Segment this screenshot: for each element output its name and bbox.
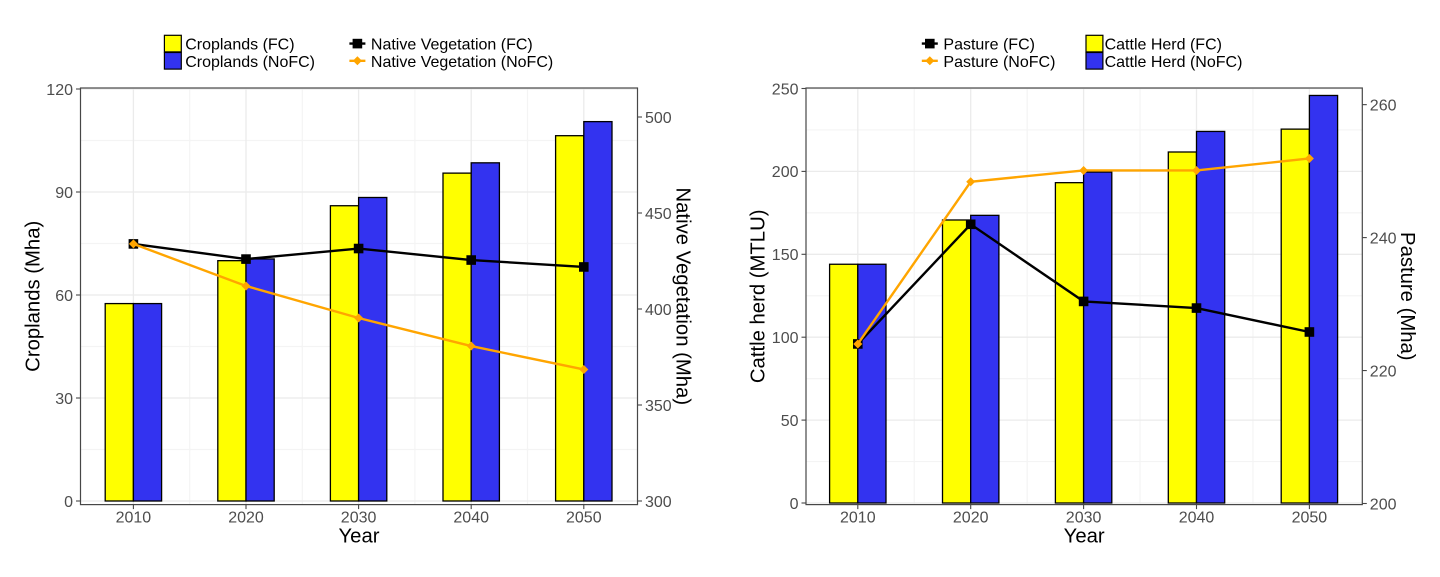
- svg-text:Cattle Herd (FC): Cattle Herd (FC): [1105, 37, 1222, 54]
- svg-text:Pasture (FC): Pasture (FC): [943, 37, 1035, 54]
- svg-text:Native Vegetation (Mha): Native Vegetation (Mha): [672, 188, 694, 406]
- svg-text:Pasture (Mha): Pasture (Mha): [1396, 232, 1418, 361]
- svg-text:150: 150: [772, 247, 799, 264]
- svg-text:Year: Year: [339, 526, 380, 548]
- svg-text:0: 0: [64, 494, 73, 511]
- svg-text:Native Vegetation (FC): Native Vegetation (FC): [371, 37, 533, 54]
- svg-text:200: 200: [772, 164, 799, 181]
- svg-text:0: 0: [790, 496, 799, 513]
- svg-text:2030: 2030: [1066, 509, 1102, 526]
- svg-text:30: 30: [55, 391, 73, 408]
- svg-text:2040: 2040: [453, 509, 489, 526]
- svg-text:450: 450: [645, 206, 672, 223]
- svg-text:300: 300: [645, 494, 672, 511]
- svg-text:100: 100: [772, 330, 799, 347]
- svg-text:Pasture (NoFC): Pasture (NoFC): [943, 54, 1055, 71]
- svg-text:220: 220: [1370, 363, 1397, 380]
- svg-text:250: 250: [772, 81, 799, 98]
- svg-text:2050: 2050: [566, 509, 602, 526]
- svg-text:2040: 2040: [1179, 509, 1215, 526]
- svg-text:400: 400: [645, 302, 672, 319]
- svg-text:Croplands (Mha): Croplands (Mha): [22, 221, 44, 372]
- svg-text:260: 260: [1370, 97, 1397, 114]
- svg-text:50: 50: [781, 413, 799, 430]
- svg-text:Croplands (FC): Croplands (FC): [185, 37, 294, 54]
- svg-text:2020: 2020: [953, 509, 989, 526]
- svg-text:240: 240: [1370, 230, 1397, 247]
- svg-text:Native Vegetation (NoFC): Native Vegetation (NoFC): [371, 54, 553, 71]
- svg-text:2050: 2050: [1292, 509, 1328, 526]
- svg-text:2030: 2030: [341, 509, 377, 526]
- svg-text:60: 60: [55, 288, 73, 305]
- svg-text:2010: 2010: [116, 509, 152, 526]
- svg-text:120: 120: [46, 82, 73, 99]
- svg-text:2010: 2010: [840, 509, 876, 526]
- svg-text:Year: Year: [1064, 526, 1105, 548]
- svg-text:2020: 2020: [228, 509, 264, 526]
- svg-text:90: 90: [55, 185, 73, 202]
- svg-text:Cattle Herd (NoFC): Cattle Herd (NoFC): [1105, 54, 1243, 71]
- svg-text:Croplands (NoFC): Croplands (NoFC): [185, 54, 315, 71]
- svg-text:500: 500: [645, 110, 672, 127]
- svg-text:200: 200: [1370, 496, 1397, 513]
- svg-text:Cattle herd (MTLU): Cattle herd (MTLU): [748, 210, 770, 384]
- svg-text:350: 350: [645, 398, 672, 415]
